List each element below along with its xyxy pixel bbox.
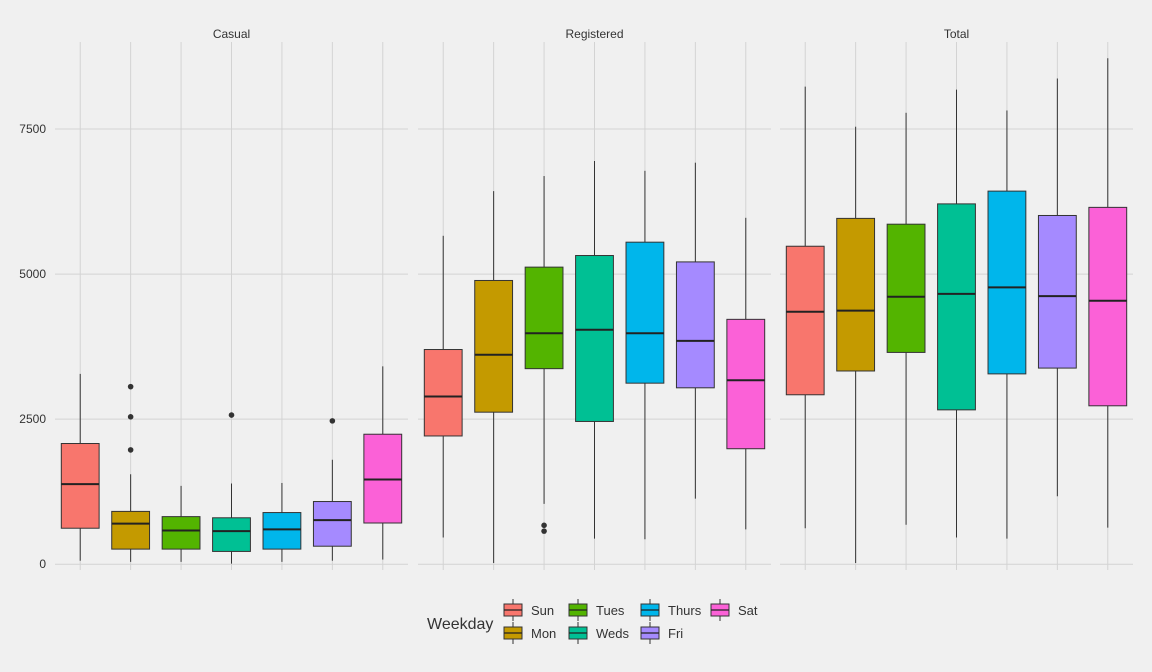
- iqr-box: [937, 203, 976, 411]
- legend-label: Weds: [596, 626, 629, 641]
- outlier-point: [541, 522, 547, 529]
- legend-title: Weekday: [427, 616, 493, 633]
- legend-label: Tues: [596, 603, 625, 618]
- legend-label: Thurs: [668, 603, 702, 618]
- iqr-box: [1037, 214, 1077, 369]
- iqr-box: [524, 266, 564, 370]
- legend-item-fri: Fri: [640, 622, 683, 644]
- facet-panel-registered: Registered: [418, 27, 771, 570]
- outlier-point: [127, 414, 134, 420]
- iqr-box: [212, 517, 251, 552]
- outlier-point: [127, 447, 134, 453]
- legend-item-sat: Sat: [710, 599, 758, 621]
- legend-label: Sun: [531, 603, 554, 618]
- outlier-point: [228, 412, 235, 418]
- box-tues: [524, 176, 564, 534]
- box-fri: [312, 418, 352, 561]
- y-tick-label: 5000: [19, 267, 46, 281]
- box-thurs: [987, 110, 1027, 539]
- outlier-point: [541, 528, 547, 534]
- box-thurs: [625, 170, 665, 540]
- iqr-box: [1088, 206, 1128, 407]
- legend-label: Fri: [668, 626, 683, 641]
- box-fri: [675, 162, 715, 499]
- iqr-box: [111, 510, 151, 550]
- box-mon: [111, 383, 151, 562]
- facet-title: Total: [944, 27, 969, 41]
- box-weds: [575, 160, 614, 539]
- box-sat: [363, 366, 403, 560]
- iqr-box: [625, 241, 665, 384]
- box-mon: [836, 126, 876, 564]
- iqr-box: [726, 318, 766, 450]
- box-thurs: [262, 482, 302, 562]
- legend-item-tues: Tues: [568, 599, 625, 621]
- facet-title: Casual: [213, 27, 250, 41]
- y-tick-label: 7500: [19, 122, 46, 136]
- iqr-box: [312, 501, 352, 547]
- box-sat: [1088, 58, 1128, 528]
- box-fri: [1037, 78, 1077, 497]
- box-sat: [726, 217, 766, 530]
- box-mon: [474, 191, 514, 564]
- iqr-box: [423, 349, 463, 437]
- box-tues: [161, 485, 201, 562]
- facet-title: Registered: [565, 27, 623, 41]
- legend-item-mon: Mon: [503, 622, 556, 644]
- iqr-box: [262, 512, 302, 550]
- box-weds: [212, 412, 251, 564]
- iqr-box: [785, 245, 825, 396]
- box-sun: [785, 86, 825, 529]
- facet-panel-total: Total: [780, 27, 1133, 570]
- iqr-box: [836, 217, 876, 372]
- iqr-box: [675, 261, 715, 389]
- legend-label: Sat: [738, 603, 758, 618]
- y-tick-label: 0: [39, 557, 46, 571]
- legend-label: Mon: [531, 626, 556, 641]
- box-weds: [937, 89, 976, 538]
- legend: Weekday Sun Mon Tues Weds Thurs Fri Sat: [427, 599, 758, 644]
- outlier-point: [127, 383, 134, 390]
- box-tues: [886, 112, 926, 525]
- legend-item-sun: Sun: [503, 599, 554, 621]
- box-sun: [60, 373, 100, 561]
- legend-item-weds: Weds: [568, 622, 629, 644]
- iqr-box: [60, 443, 100, 529]
- legend-item-thurs: Thurs: [640, 599, 702, 621]
- iqr-box: [575, 255, 614, 422]
- y-tick-label: 2500: [19, 412, 46, 426]
- iqr-box: [987, 190, 1027, 375]
- iqr-box: [474, 279, 514, 413]
- outlier-point: [329, 418, 336, 424]
- iqr-box: [886, 223, 926, 353]
- iqr-box: [161, 516, 201, 550]
- box-sun: [423, 235, 463, 538]
- facet-panel-casual: Casual: [55, 27, 408, 570]
